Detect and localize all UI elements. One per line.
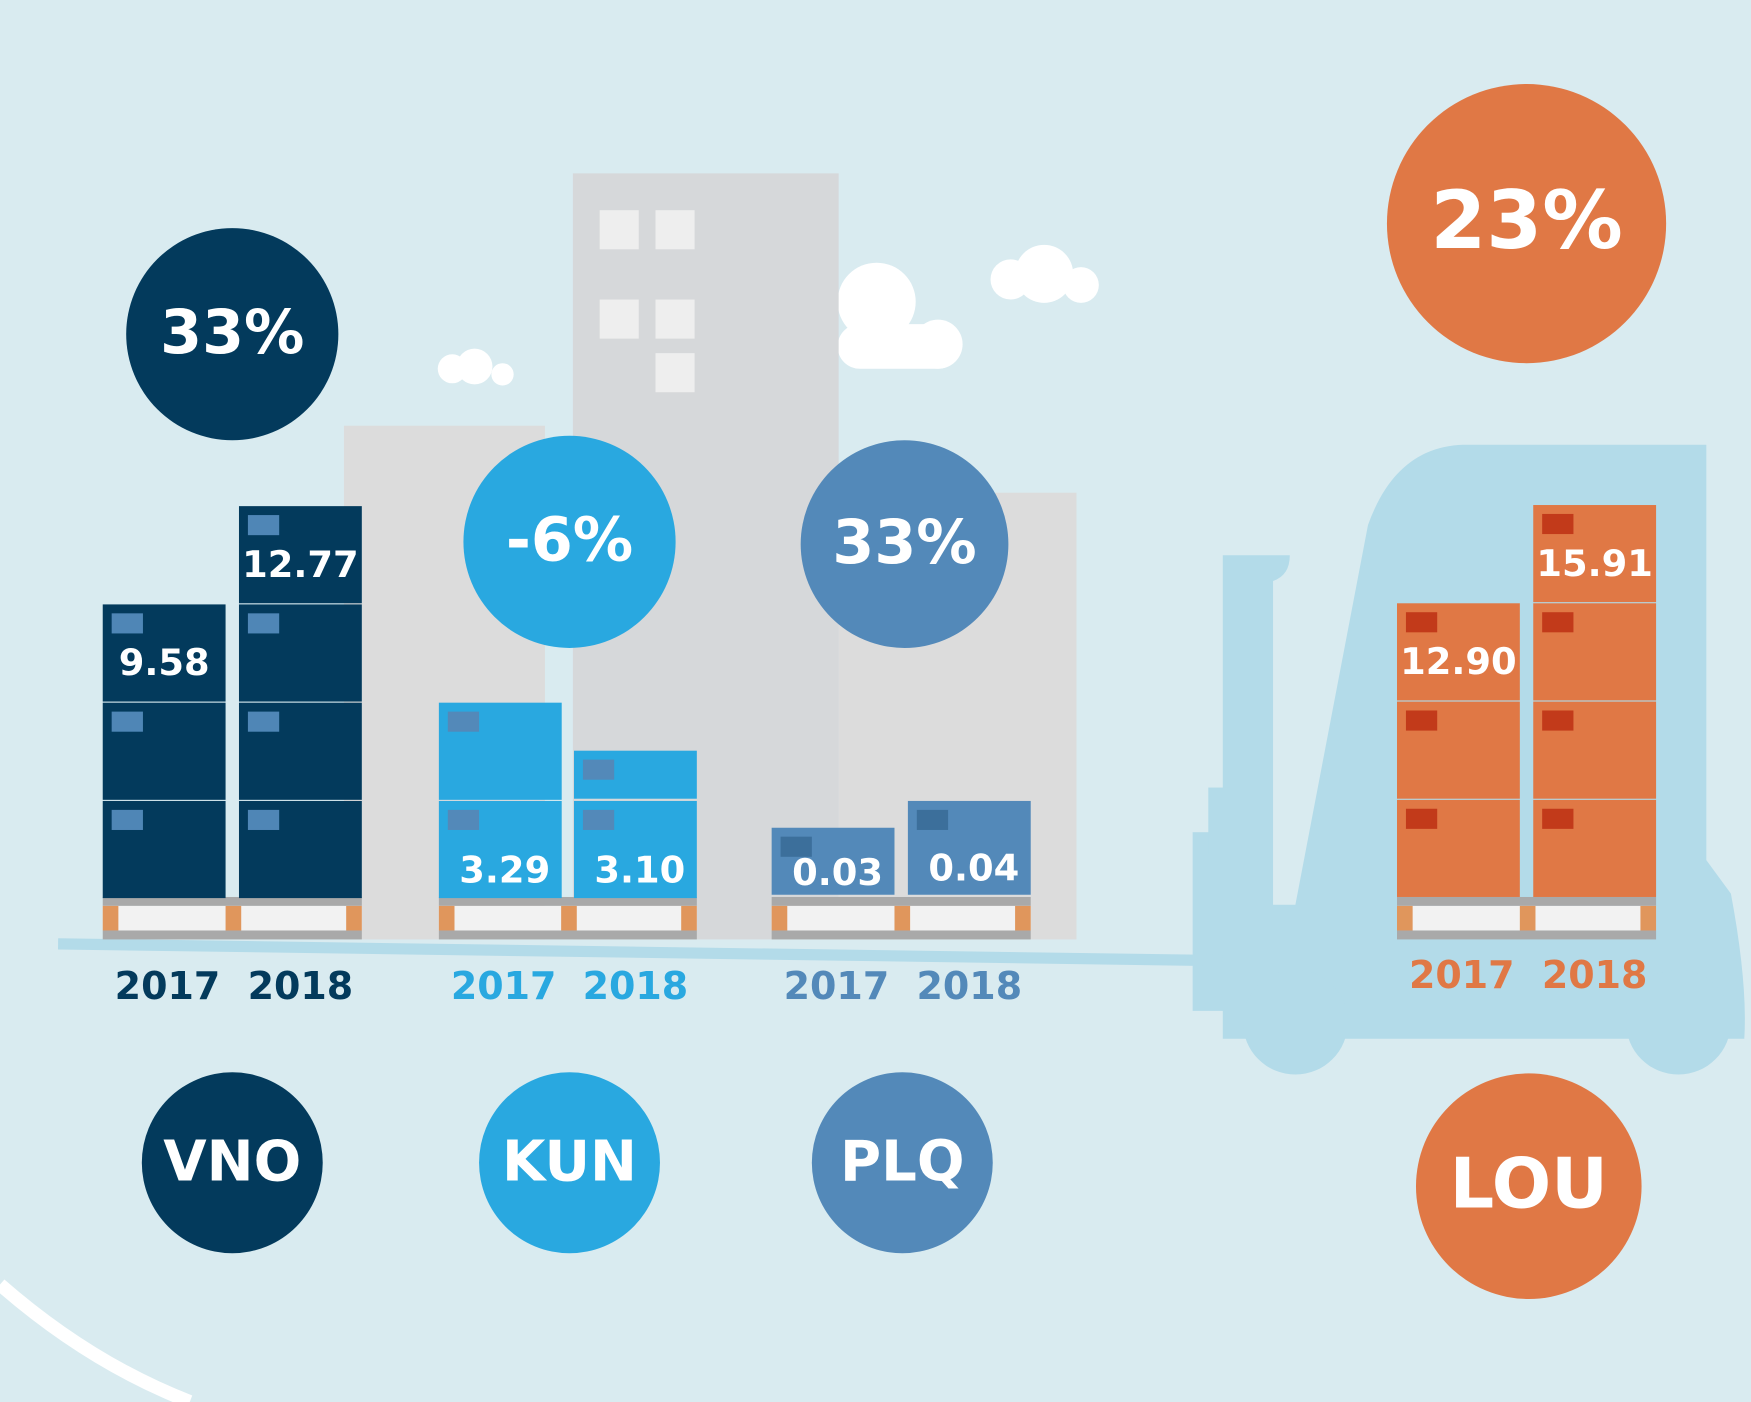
code-label: KUN [502,1130,637,1195]
year-label: 2018 [583,964,689,1008]
box-tag [112,613,143,633]
box-tag [583,760,614,780]
pallet-block [1397,906,1413,931]
value-label: 0.03 [792,851,883,894]
pallet-block [681,906,697,931]
box-tag [917,810,948,830]
pallet-bottom [772,930,1031,939]
year-label: 2018 [1542,953,1648,997]
box-tag [1406,612,1437,632]
page: 33% VNO 9.58 2017 12.77 2018 -6% KUN 3.29 2017 3.1… [0,0,1751,1402]
box-tag [448,810,479,830]
value-label: 15.91 [1536,542,1653,585]
box-tag [248,712,279,732]
pallet-top [439,897,697,906]
code-label: LOU [1450,1143,1608,1224]
pallet-top [1397,897,1656,906]
value-label: 0.04 [928,847,1019,890]
change-label: 23% [1430,173,1622,267]
pallet-block [1640,906,1656,931]
box-tag [583,810,614,830]
change-label: -6% [506,506,633,576]
pallet-top [772,897,1031,906]
pallet-bottom [1397,930,1656,939]
box-tag [1406,809,1437,829]
pallet-bottom [439,930,697,939]
year-label: 2018 [248,964,354,1008]
infographic: 33% VNO 9.58 2017 12.77 2018 -6% KUN 3.29 2017 3.1… [0,0,1751,1402]
box-tag [248,613,279,633]
pallet-block [1015,906,1031,931]
pallet-block [561,906,577,931]
year-label: 2018 [916,964,1022,1008]
year-label: 2017 [784,964,890,1008]
code-label: VNO [163,1130,301,1195]
pallet-block [439,906,455,931]
box-tag [1406,710,1437,730]
value-label: 12.90 [1400,640,1517,683]
box-tag [1542,710,1573,730]
value-label: 9.58 [119,641,210,684]
box-tag [112,712,143,732]
pallet-block [346,906,362,931]
value-label: 3.29 [459,848,550,891]
pallet-bottom [103,930,362,939]
box-tag [1542,809,1573,829]
box-tag [248,515,279,535]
box-tag [1542,612,1573,632]
pallet-block [772,906,788,931]
year-label: 2017 [115,964,221,1008]
year-label: 2017 [1409,953,1515,997]
pallet-block [226,906,242,931]
pallet-top [103,897,362,906]
box-tag [248,810,279,830]
code-label: PLQ [840,1130,965,1195]
year-label: 2017 [451,964,557,1008]
pallet-block [103,906,119,931]
change-label: 33% [160,298,304,368]
box-tag [448,712,479,732]
value-label: 3.10 [594,848,685,891]
box-tag [1542,514,1573,534]
value-label: 12.77 [242,543,359,586]
change-label: 33% [832,508,976,578]
box-tag [112,810,143,830]
pallet-block [894,906,910,931]
pallet-block [1520,906,1536,931]
